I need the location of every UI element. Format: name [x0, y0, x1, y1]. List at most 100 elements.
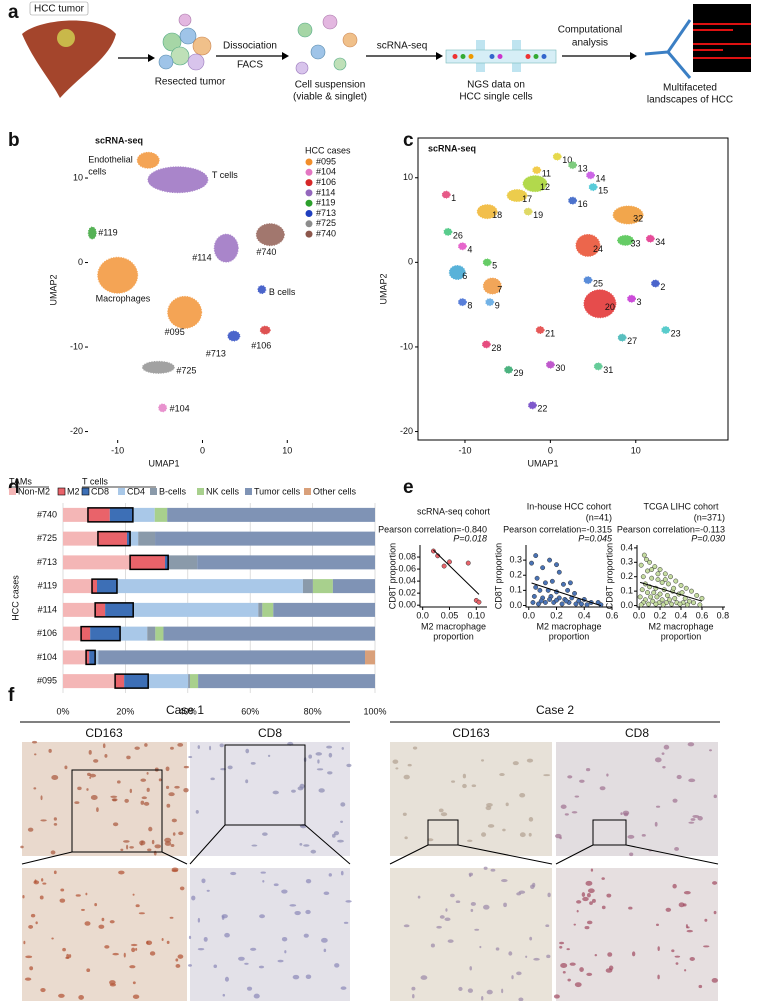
bar-segment: [126, 531, 131, 546]
point: [653, 601, 659, 607]
point: [554, 562, 559, 568]
stain-spot: [87, 772, 91, 776]
legend-label: #725: [316, 218, 336, 228]
bar-segment: [273, 602, 375, 617]
bar-segment: [130, 531, 139, 546]
stain-spot: [430, 943, 435, 948]
y-tick-label: 0.0: [620, 600, 633, 610]
suspension-cells: [295, 14, 358, 75]
cluster-label: 30: [555, 363, 565, 373]
x-axis-label: proportion: [433, 631, 474, 641]
stain-spot: [579, 967, 584, 972]
cell-cluster: [485, 298, 495, 307]
stain-spot: [131, 947, 136, 953]
cluster-label: 27: [627, 336, 637, 346]
stain-spot: [690, 818, 696, 821]
stain-spot: [528, 817, 534, 822]
cell-cluster: [482, 277, 502, 295]
cluster-label: #104: [170, 403, 190, 413]
stain-spot: [230, 871, 237, 876]
point: [662, 571, 668, 577]
heatmap: [693, 4, 751, 72]
y-tick-label: -10: [70, 341, 83, 351]
x-tick-label: 0.4: [675, 610, 688, 620]
legend-swatch: [305, 210, 313, 217]
stain-spot: [129, 965, 136, 969]
p-value: P=0.018: [453, 533, 487, 543]
stain-spot: [197, 917, 201, 923]
point: [662, 577, 668, 583]
stain-spot: [153, 850, 157, 856]
stain-spot: [627, 834, 635, 839]
bar-segment: [63, 531, 98, 546]
bar-segment: [105, 602, 134, 617]
point: [664, 593, 670, 598]
stain-spot: [528, 832, 532, 837]
y-axis-label: CD8T proportion: [387, 543, 397, 609]
stain-spot: [709, 749, 712, 752]
cluster-label: 16: [578, 199, 588, 209]
point: [556, 569, 562, 575]
cluster-label: cells: [88, 167, 107, 177]
stain-spot: [412, 746, 418, 750]
stain-spot: [553, 994, 560, 999]
point: [537, 587, 543, 593]
cluster-label: 24: [593, 244, 603, 254]
point: [671, 585, 677, 591]
arrowhead: [148, 54, 155, 62]
stain-spot: [250, 947, 257, 951]
point: [584, 602, 590, 608]
stain-spot: [64, 765, 68, 770]
stain-spot: [663, 744, 670, 750]
stain-spot: [559, 941, 565, 945]
bar-segment: [116, 579, 303, 594]
stain-spot: [81, 908, 85, 911]
legend-swatch: [305, 220, 313, 228]
point: [686, 598, 692, 604]
y-tick-label: 0.00: [398, 600, 416, 610]
cell-cluster: [457, 242, 467, 251]
cluster-label: 18: [492, 210, 502, 220]
stain-spot: [165, 785, 170, 790]
cell-cluster: [443, 227, 453, 236]
bar-segment: [97, 579, 117, 594]
stain-spot: [469, 966, 472, 971]
stain-spot: [149, 951, 156, 956]
legend-swatch: [57, 487, 66, 496]
stain-spot: [392, 759, 399, 764]
stain-spot: [89, 773, 97, 778]
x-tick-label: 0.0: [633, 610, 646, 620]
stain-spot: [104, 945, 110, 949]
stain-spot: [585, 767, 591, 772]
point: [689, 588, 694, 594]
point: [665, 581, 671, 587]
x-tick-label: 80%: [304, 706, 322, 716]
point: [678, 582, 684, 588]
tumor: [57, 29, 75, 47]
stain-spot: [402, 812, 407, 816]
stain-spot: [191, 895, 196, 901]
legend-label: CD8: [91, 486, 109, 496]
stain-spot: [40, 795, 43, 801]
point: [549, 578, 555, 584]
stain-spot: [582, 896, 589, 902]
point: [529, 560, 534, 566]
point: [646, 601, 651, 607]
y-tick-label: 0.0: [509, 600, 522, 610]
stain-spot: [201, 878, 206, 884]
stain-spot: [112, 952, 119, 956]
bar-segment: [81, 626, 91, 641]
stain-spot: [712, 881, 718, 885]
stain-spot: [126, 755, 131, 760]
cell-cluster: [255, 223, 285, 247]
stain-spot: [545, 924, 550, 928]
plot-title: In-house HCC cohort: [527, 501, 612, 511]
stain-spot: [533, 957, 540, 961]
stain-spot: [499, 773, 505, 777]
cluster-label: 20: [605, 302, 615, 312]
stain-spot: [661, 752, 665, 755]
stain-spot: [305, 878, 312, 884]
stain-spot: [59, 898, 66, 903]
bar-segment: [63, 650, 87, 665]
stain-spot: [698, 984, 703, 989]
